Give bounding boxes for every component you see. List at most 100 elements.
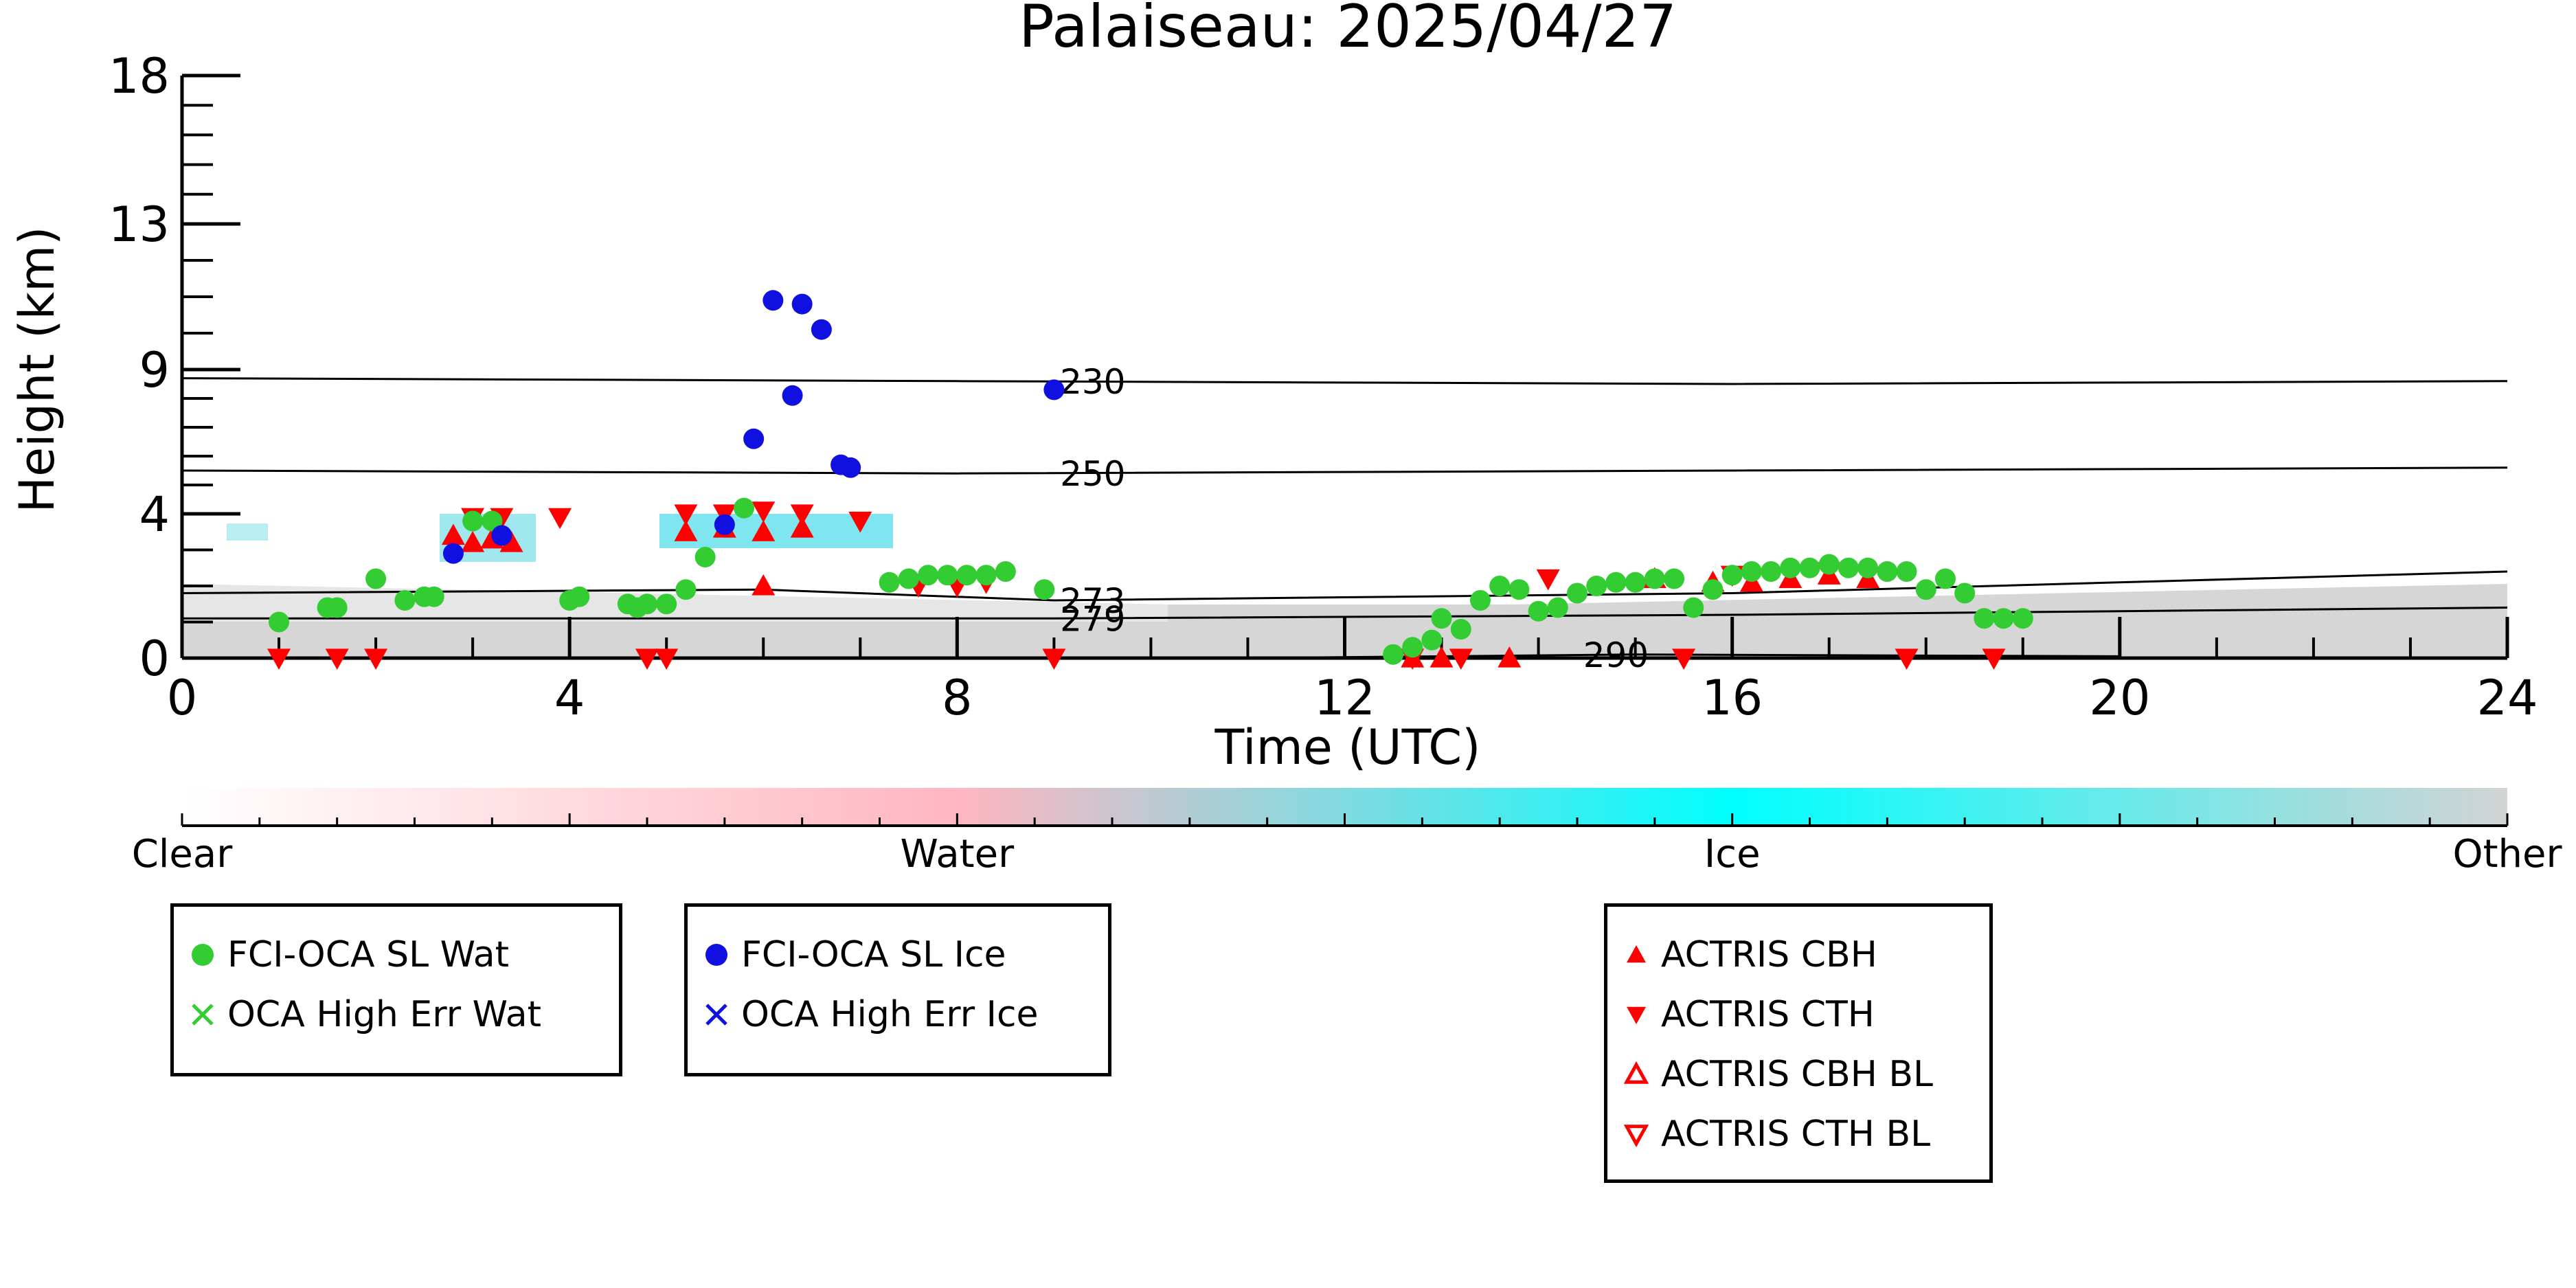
point-fci-oca-sl-ice (791, 293, 813, 315)
point-fci-oca-sl-wat (1489, 576, 1511, 596)
point-fci-oca-sl-wat (1034, 579, 1055, 600)
legend-symbol-fci-oca-sl-ice (696, 939, 737, 971)
point-fci-oca-sl-wat (1421, 629, 1443, 651)
legend-label-fci-oca-sl-ice: FCI-OCA SL Ice (741, 934, 1006, 975)
point-fci-oca-sl-wat (637, 594, 657, 615)
point-actris-cbh (752, 520, 776, 541)
legend-entry-actris-cbh-bl: ACTRIS CBH BL (1607, 1047, 1933, 1102)
point-actris-cbh (752, 574, 776, 596)
legend-marker-oca-high-err-wat (192, 1004, 214, 1026)
point-actris-cbh (461, 531, 485, 552)
point-fci-oca-sl-wat (1605, 572, 1627, 593)
legend-glyph-oca-high-err-ice (705, 1004, 727, 1026)
point-fci-oca-sl-wat (269, 611, 290, 633)
legend-glyph-actris-cth (1627, 1006, 1646, 1024)
point-fci-oca-sl-ice (714, 514, 735, 535)
x-tick-label: 20 (2089, 670, 2150, 726)
legend-marker-fci-oca-sl-wat (192, 944, 214, 966)
colorbar-label-clear: Clear (132, 832, 233, 877)
point-fci-oca-sl-wat (326, 597, 348, 618)
point-fci-oca-sl-wat (956, 565, 978, 586)
legend-glyph-oca-high-err-ice-stroke (705, 1004, 727, 1026)
x-tick-label: 16 (1702, 670, 1763, 726)
point-fci-oca-sl-wat (1954, 583, 1976, 604)
point-fci-oca-sl-wat (1528, 600, 1549, 622)
legend-entry-oca-high-err-ice: OCA High Err Ice (688, 987, 1039, 1042)
legend-entry-actris-cth: ACTRIS CTH (1607, 987, 1875, 1042)
legend-box-water (170, 903, 622, 1076)
legend-entry-fci-oca-sl-wat: FCI-OCA SL Wat (174, 927, 509, 982)
legend-symbol-oca-high-err-ice (696, 999, 737, 1030)
point-fci-oca-sl-wat (462, 510, 484, 532)
point-actris-cth (1895, 648, 1919, 670)
legend-marker-oca-high-err-ice (705, 1004, 727, 1026)
x-axis-label: Time (UTC) (1214, 719, 1481, 776)
isotherm-250 (181, 466, 2508, 475)
x-tick-label: 8 (942, 670, 973, 726)
x-tick-label: 4 (554, 670, 585, 726)
legend-marker-actris-cth (1627, 1006, 1646, 1024)
colorbar-label-ice: Ice (1704, 832, 1761, 877)
point-fci-oca-sl-wat (1721, 565, 1743, 586)
point-fci-oca-sl-wat (1838, 557, 1859, 578)
point-fci-oca-sl-wat (1644, 568, 1665, 589)
data-series (267, 290, 2033, 670)
point-fci-oca-sl-ice (811, 319, 832, 340)
legend-marker-actris-cbh (1627, 945, 1646, 963)
legend-label-actris-cth-bl: ACTRIS CTH BL (1661, 1114, 1931, 1155)
point-fci-oca-sl-wat (694, 547, 716, 567)
point-fci-oca-sl-ice (762, 290, 784, 311)
point-fci-oca-sl-wat (1547, 597, 1568, 618)
y-tick-label: 9 (139, 342, 170, 398)
legend-glyph-actris-cth-bl (1623, 1125, 1649, 1148)
legend-entry-actris-cbh: ACTRIS CBH (1607, 927, 1877, 982)
point-fci-oca-sl-wat (1450, 619, 1471, 640)
point-fci-oca-sl-wat (423, 586, 444, 607)
legend-symbol-oca-high-err-wat (182, 999, 223, 1030)
legend-symbol-actris-cth-bl (1616, 1118, 1657, 1150)
isotherm-label: 230 (1060, 362, 1125, 402)
cloud-mask-ice-patch-3 (227, 523, 268, 541)
point-actris-cth (1672, 648, 1696, 670)
point-actris-cth (848, 511, 872, 533)
legend-glyph-fci-oca-sl-wat (192, 944, 214, 966)
point-actris-cbh (499, 531, 523, 552)
point-fci-oca-sl-wat (1993, 608, 2014, 629)
isotherm-279 (182, 607, 2508, 620)
point-fci-oca-sl-wat (975, 565, 997, 586)
point-fci-oca-sl-wat (656, 594, 677, 615)
point-actris-cth (1042, 648, 1066, 670)
point-fci-oca-sl-ice (491, 525, 512, 546)
point-fci-oca-sl-wat (1974, 608, 1995, 629)
x-tick-label: 12 (1314, 670, 1375, 726)
point-fci-oca-sl-wat (734, 497, 755, 519)
legend-symbol-fci-oca-sl-wat (182, 939, 223, 971)
legend-label-actris-cbh: ACTRIS CBH (1661, 934, 1877, 975)
point-fci-oca-sl-wat (365, 568, 387, 589)
point-fci-oca-sl-wat (1780, 557, 1801, 578)
isotherm-230 (181, 377, 2508, 385)
legend-box-ice (684, 903, 1111, 1076)
point-fci-oca-sl-wat (1567, 583, 1588, 604)
y-axis-label: Height (km) (9, 227, 65, 513)
y-tick-label: 0 (139, 631, 170, 687)
point-fci-oca-sl-ice (782, 385, 803, 406)
legend-entry-oca-high-err-wat: OCA High Err Wat (174, 987, 541, 1042)
legend-label-fci-oca-sl-wat: FCI-OCA SL Wat (227, 934, 509, 975)
y-tick-label: 18 (109, 48, 170, 104)
point-actris-cth (655, 648, 679, 670)
point-fci-oca-sl-wat (1818, 554, 1840, 575)
legend-glyph-oca-high-err-wat (192, 1004, 214, 1026)
point-fci-oca-sl-wat (995, 561, 1016, 582)
point-fci-oca-sl-wat (1934, 568, 1956, 589)
legend-symbol-actris-cbh-bl (1616, 1059, 1657, 1090)
point-fci-oca-sl-wat (1702, 579, 1724, 600)
y-tick-label: 4 (139, 486, 170, 543)
legend-marker-actris-cbh-bl (1623, 1061, 1649, 1084)
colorbar-ticks: Clear Water Ice Other (132, 813, 2562, 877)
point-fci-oca-sl-wat (879, 572, 900, 593)
point-fci-oca-sl-wat (918, 565, 939, 586)
point-fci-oca-sl-ice (743, 428, 765, 449)
point-fci-oca-sl-wat (2012, 608, 2033, 629)
